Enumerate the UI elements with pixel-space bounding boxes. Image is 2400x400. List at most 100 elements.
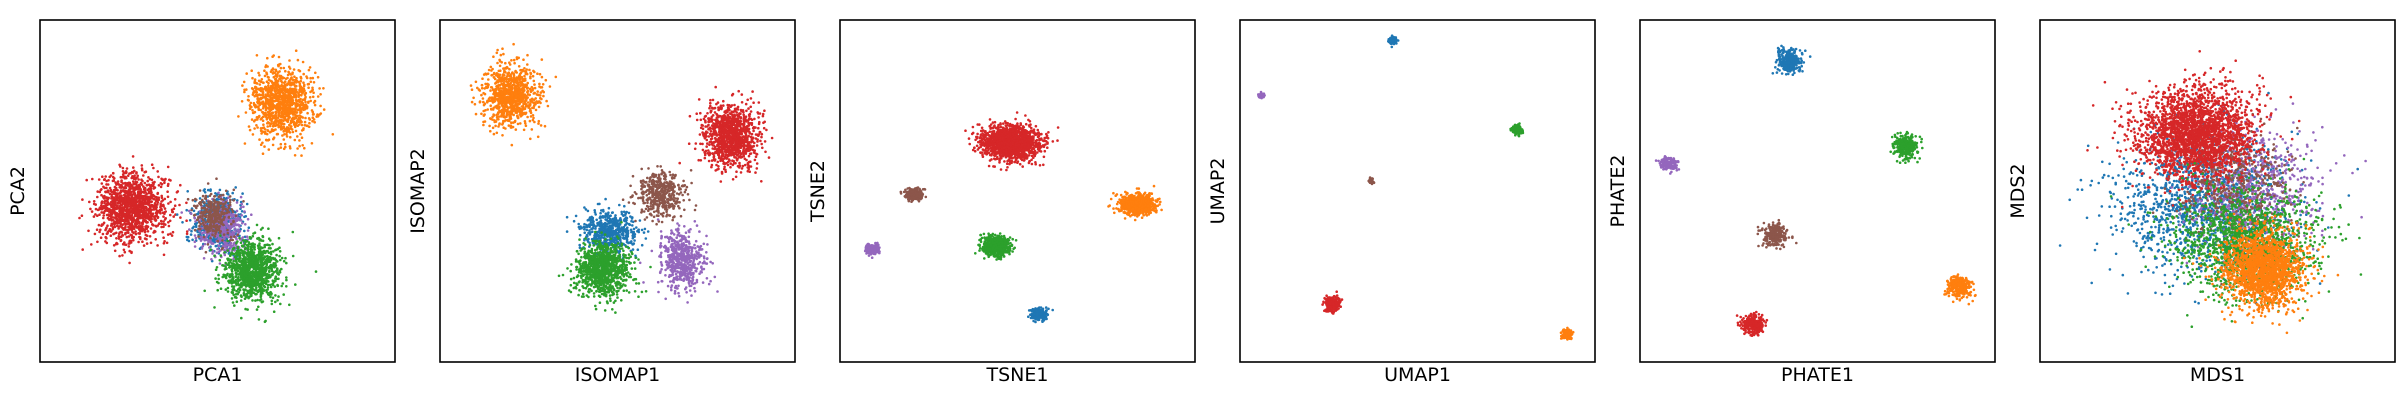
data-point	[303, 83, 306, 87]
data-point	[278, 250, 282, 253]
data-point	[269, 285, 273, 289]
data-point	[208, 232, 211, 235]
data-point	[159, 182, 163, 185]
data-point	[304, 116, 307, 120]
data-point	[263, 270, 267, 274]
data-point	[207, 218, 211, 222]
data-point	[138, 211, 141, 215]
data-point	[232, 199, 235, 202]
data-point	[198, 221, 201, 224]
data-point	[245, 202, 249, 206]
data-point	[298, 82, 302, 86]
data-point	[311, 116, 315, 119]
data-point	[309, 99, 313, 103]
data-point	[290, 99, 294, 102]
data-point	[221, 223, 225, 226]
data-point	[193, 228, 197, 232]
data-point	[185, 201, 188, 205]
data-point	[124, 231, 127, 235]
data-point	[264, 85, 267, 89]
data-point	[240, 244, 244, 247]
data-point	[131, 220, 134, 224]
data-point	[238, 225, 241, 228]
data-point	[271, 143, 275, 147]
data-point	[96, 214, 99, 217]
data-point	[134, 214, 138, 217]
data-point	[110, 229, 113, 233]
data-point	[102, 214, 105, 217]
data-point	[275, 69, 278, 73]
data-point	[259, 143, 263, 146]
data-point	[251, 76, 254, 80]
data-point	[236, 267, 240, 270]
data-point	[150, 213, 153, 217]
data-point	[279, 66, 283, 70]
data-point	[253, 110, 257, 114]
data-point	[134, 230, 137, 233]
data-point	[210, 214, 214, 217]
data-point	[238, 260, 241, 263]
data-point	[263, 69, 266, 72]
data-point	[293, 80, 296, 84]
data-point	[251, 299, 254, 302]
data-point	[283, 115, 287, 118]
data-point	[276, 84, 279, 88]
data-point	[130, 214, 134, 217]
data-point	[236, 257, 239, 261]
data-point	[99, 188, 102, 192]
data-point	[147, 201, 151, 205]
data-point	[269, 256, 273, 260]
data-point	[274, 121, 278, 125]
data-point	[202, 213, 205, 217]
data-point	[209, 236, 212, 240]
data-point	[124, 225, 127, 229]
data-point	[270, 98, 273, 102]
data-point	[274, 73, 278, 76]
data-point	[267, 81, 270, 85]
data-point	[221, 205, 224, 209]
data-point	[297, 80, 301, 84]
data-point	[241, 279, 245, 282]
data-point	[230, 297, 234, 300]
data-point	[166, 195, 170, 199]
data-point	[133, 193, 137, 196]
data-point	[101, 223, 105, 226]
data-point	[227, 226, 230, 229]
data-point	[126, 217, 129, 220]
data-point	[282, 76, 286, 80]
data-point	[269, 259, 272, 262]
data-point	[159, 205, 162, 209]
data-point	[287, 90, 290, 94]
data-point	[308, 96, 312, 99]
data-point	[237, 283, 241, 287]
data-point	[169, 213, 172, 217]
data-point	[266, 254, 269, 258]
data-point	[234, 293, 238, 296]
data-point	[273, 285, 277, 288]
data-point	[524, 124, 528, 127]
data-point	[255, 91, 259, 94]
data-point	[277, 101, 281, 105]
data-point	[315, 115, 319, 118]
data-point	[169, 179, 172, 182]
data-point	[152, 182, 155, 186]
data-point	[250, 69, 253, 72]
data-point	[291, 71, 294, 74]
data-point	[252, 291, 255, 295]
data-point	[158, 209, 162, 213]
data-point	[121, 242, 125, 246]
data-point	[236, 199, 239, 202]
data-point	[167, 221, 170, 224]
data-point	[244, 223, 247, 226]
data-point	[114, 217, 117, 220]
data-point	[264, 262, 268, 265]
data-point	[128, 249, 131, 253]
data-point	[127, 242, 131, 245]
data-point	[286, 120, 290, 124]
data-point	[190, 208, 193, 212]
data-point	[263, 145, 266, 148]
data-point	[287, 80, 291, 83]
data-point	[272, 123, 276, 126]
data-point	[140, 200, 143, 204]
